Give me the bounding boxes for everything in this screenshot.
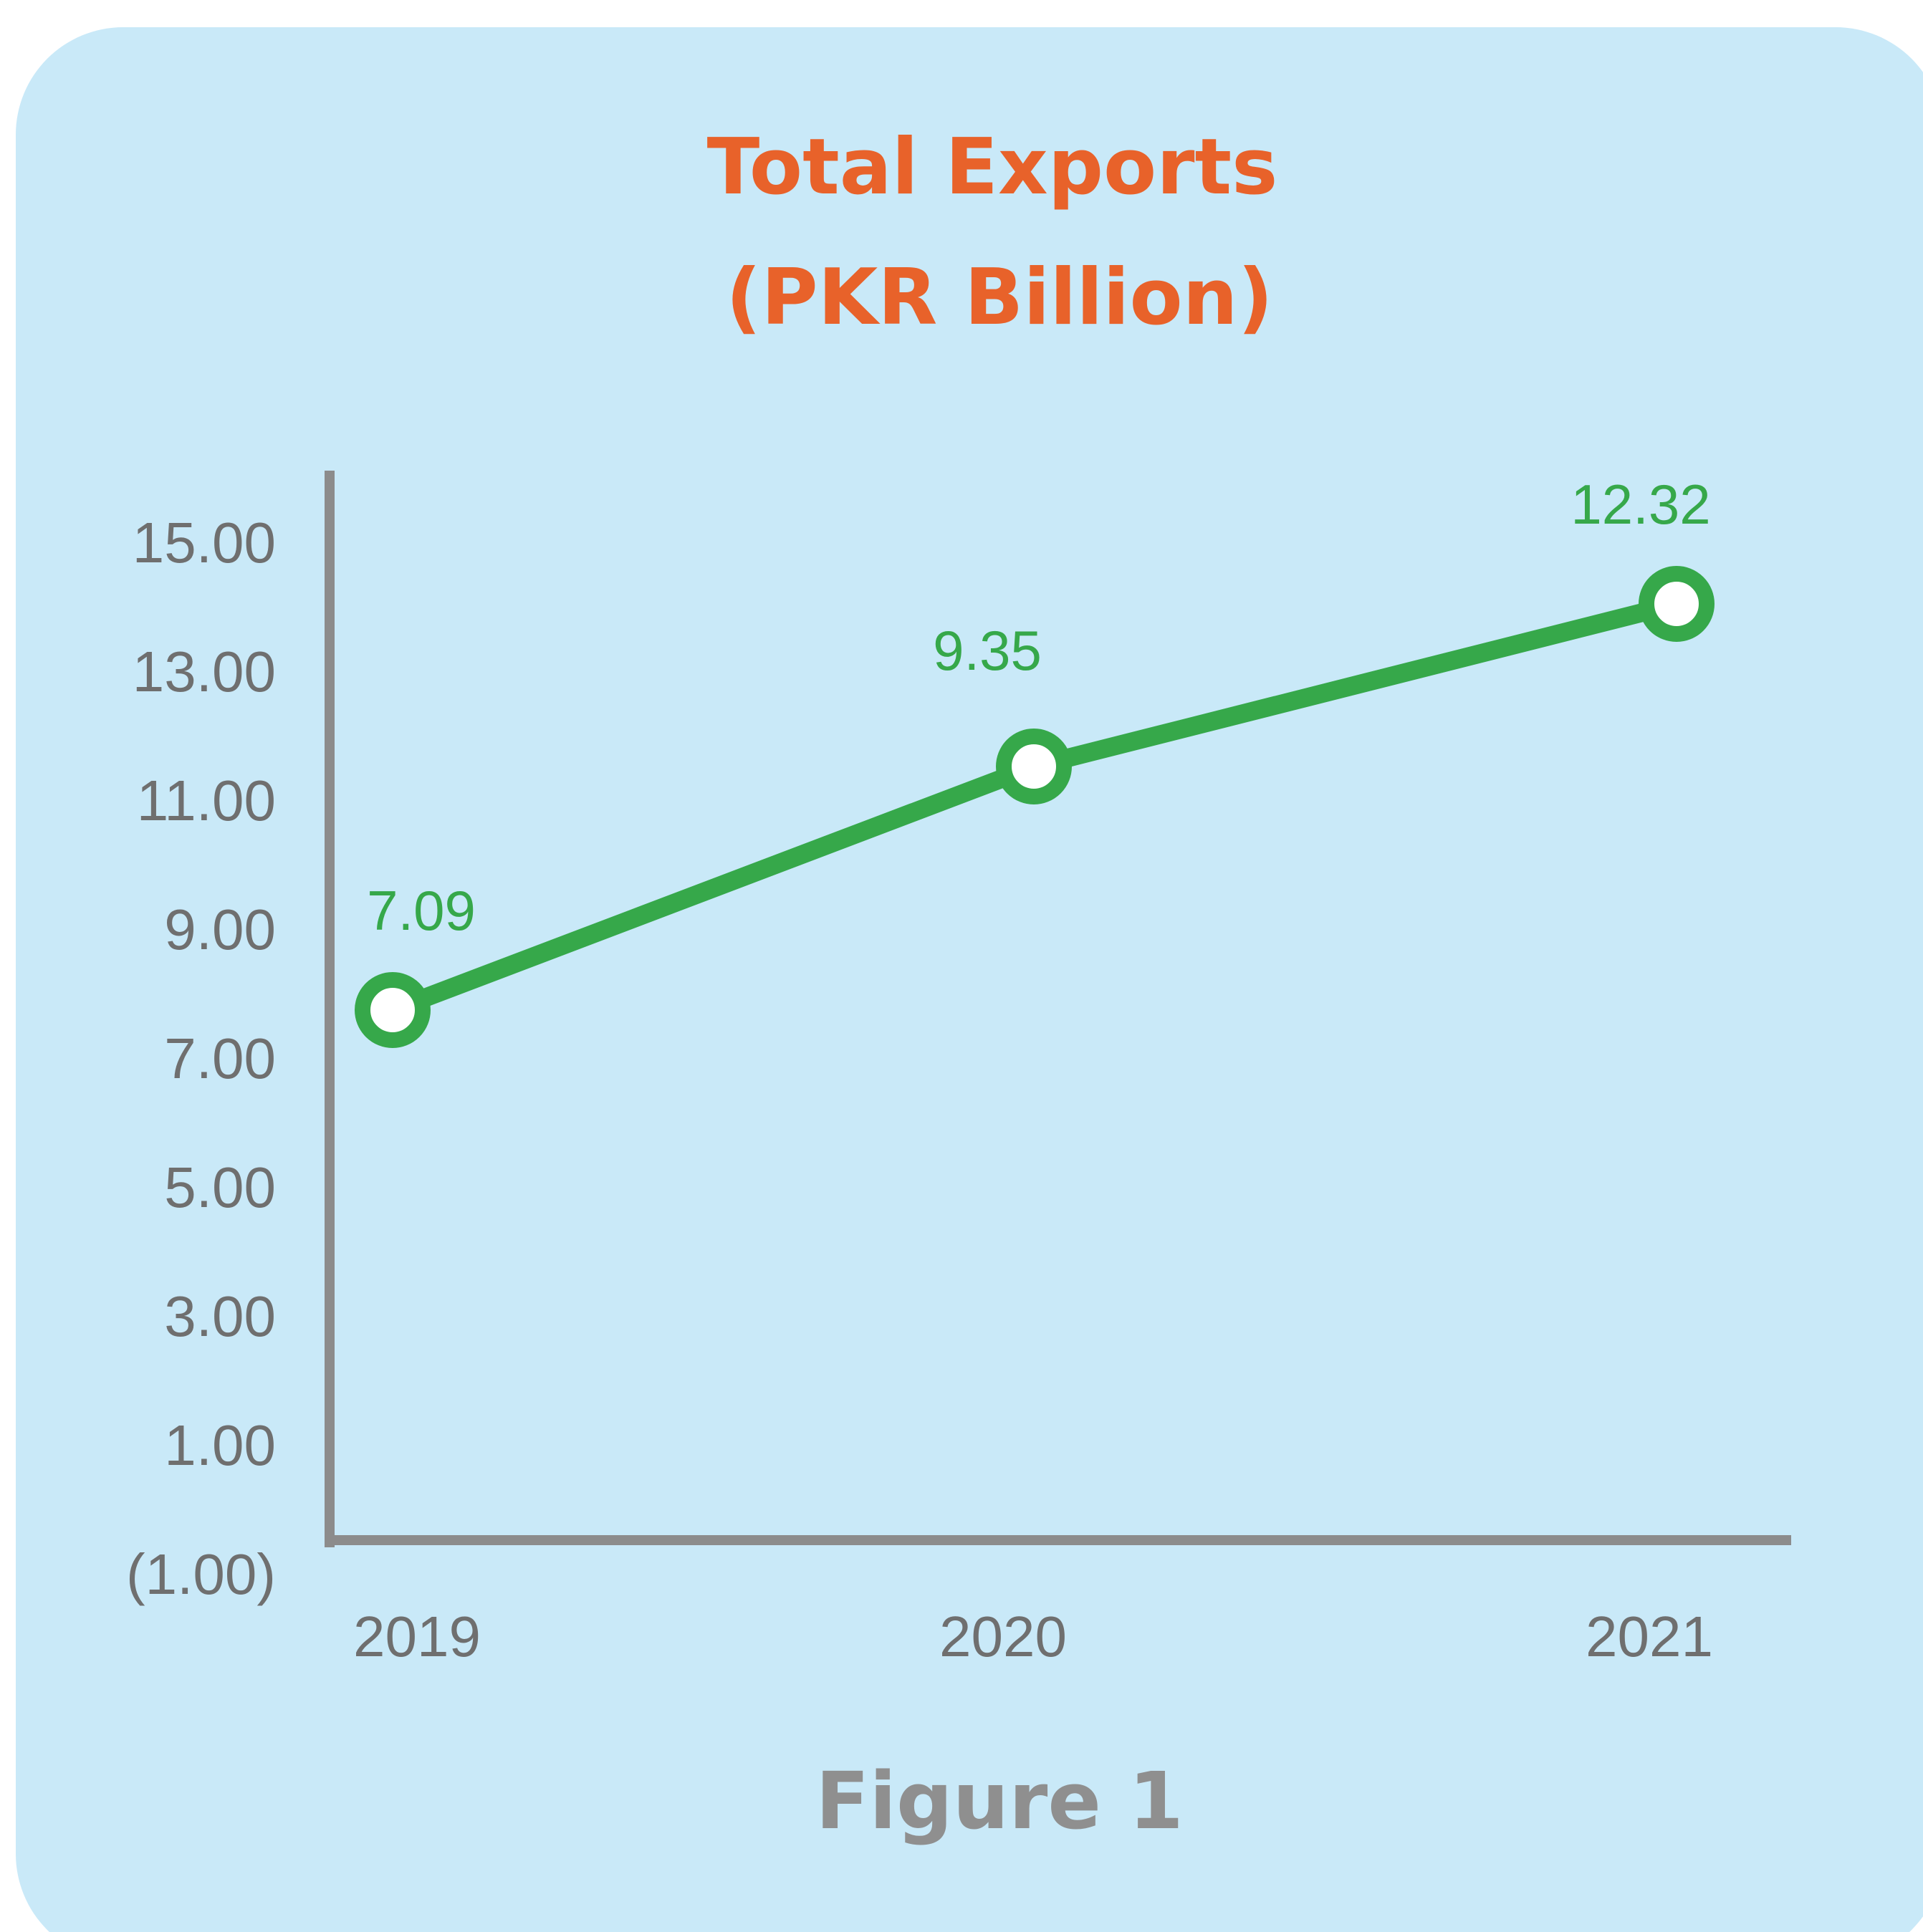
card-background <box>16 27 1923 1932</box>
data-point <box>996 729 1072 804</box>
y-axis-tick-labels: 15.00 13.00 11.00 9.00 7.00 5.00 3.00 1.00 (1.00… <box>126 511 276 1606</box>
y-tick-label: 13.00 <box>133 640 276 703</box>
y-tick-label: 3.00 <box>164 1284 276 1348</box>
chart-title-line1: Total Exports <box>707 122 1278 212</box>
y-tick-label: (1.00) <box>126 1542 276 1606</box>
data-label: 9.35 <box>933 619 1042 682</box>
y-tick-label: 7.00 <box>164 1027 276 1090</box>
y-tick-label: 15.00 <box>133 511 276 575</box>
chart-title-line2: (PKR Billion) <box>726 253 1273 342</box>
y-tick-label: 5.00 <box>164 1155 276 1219</box>
data-label: 7.09 <box>367 879 476 942</box>
data-point <box>1639 566 1715 642</box>
x-tick-label: 2020 <box>939 1605 1067 1668</box>
x-tick-label: 2019 <box>353 1605 481 1668</box>
x-axis-tick-labels: 2019 2020 2021 <box>353 1605 1713 1668</box>
data-point <box>355 972 431 1048</box>
figure-caption: Figure 1 <box>815 1755 1184 1847</box>
series-layer: 7.09 9.35 12.32 <box>355 473 1715 1048</box>
y-tick-label: 11.00 <box>137 769 276 832</box>
x-tick-label: 2021 <box>1586 1605 1713 1668</box>
y-tick-label: 9.00 <box>164 898 276 961</box>
y-tick-label: 1.00 <box>164 1413 276 1477</box>
data-label: 12.32 <box>1570 473 1710 536</box>
